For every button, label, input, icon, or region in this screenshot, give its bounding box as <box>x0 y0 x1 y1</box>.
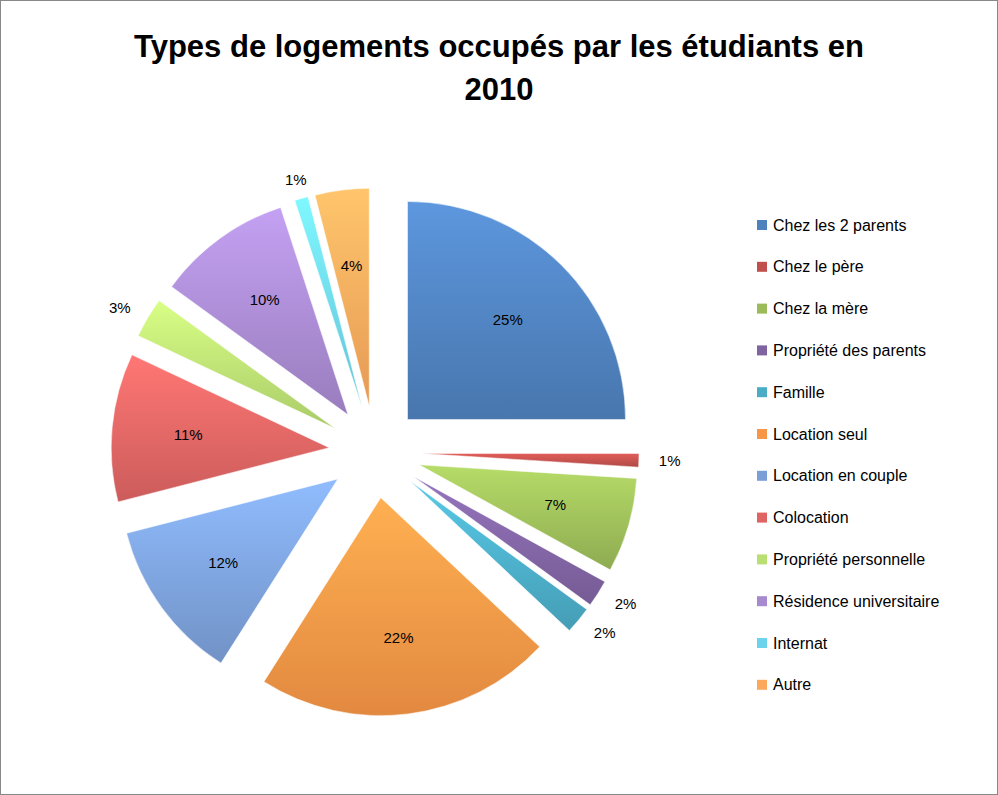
data-label: 1% <box>659 452 681 469</box>
pie-slice <box>408 201 626 419</box>
data-label: 25% <box>493 311 523 328</box>
data-label: 2% <box>615 595 637 612</box>
legend-label: Chez les 2 parents <box>773 217 906 234</box>
legend-label: Colocation <box>773 509 849 526</box>
legend: Chez les 2 parents Chez le père Chez la mè… <box>757 217 939 694</box>
data-label: 10% <box>250 291 280 308</box>
pie-slice <box>421 453 639 467</box>
legend-swatch <box>757 513 767 523</box>
legend-label: Famille <box>773 384 825 401</box>
data-label: 12% <box>208 554 238 571</box>
legend-label: Internat <box>773 635 828 652</box>
data-label: 22% <box>384 629 414 646</box>
legend-label: Autre <box>773 676 811 693</box>
legend-swatch <box>757 638 767 648</box>
legend-label: Propriété des parents <box>773 342 926 359</box>
chart-title: Types de logements occupés par les étudi… <box>134 29 864 107</box>
legend-swatch <box>757 262 767 272</box>
legend-label: Chez la mère <box>773 300 868 317</box>
data-label: 7% <box>544 496 566 513</box>
data-label: 11% <box>174 426 203 443</box>
legend-swatch <box>757 220 767 230</box>
legend-label: Propriété personnelle <box>773 551 925 568</box>
legend-label: Chez le père <box>773 258 864 275</box>
legend-swatch <box>757 554 767 564</box>
legend-label: Résidence universitaire <box>773 593 939 610</box>
legend-swatch <box>757 304 767 314</box>
pie-slice <box>172 207 348 414</box>
legend-swatch <box>757 387 767 397</box>
data-label: 3% <box>109 299 131 316</box>
pie-slice <box>315 188 369 406</box>
legend-swatch <box>757 429 767 439</box>
chart-frame <box>1 1 998 795</box>
legend-swatch <box>757 596 767 606</box>
legend-label: Location en couple <box>773 467 907 484</box>
legend-swatch <box>757 471 767 481</box>
data-label: 1% <box>285 171 307 188</box>
legend-swatch <box>757 680 767 690</box>
pie: 25% 1% 7% 2% 2% 22% 12% 11% 3% 10% 1% 4% <box>109 171 681 716</box>
data-label: 2% <box>594 624 616 641</box>
legend-label: Location seul <box>773 426 867 443</box>
data-label: 4% <box>341 257 363 274</box>
pie-slice <box>127 479 338 663</box>
chart: Types de logements occupés par les étudi… <box>0 0 998 795</box>
legend-swatch <box>757 345 767 355</box>
